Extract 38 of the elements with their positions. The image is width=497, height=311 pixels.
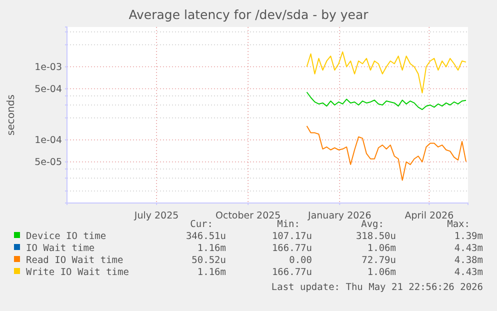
y-tick-label: 1e-04	[34, 134, 62, 146]
chart-title: Average latency for /dev/sda - by year	[128, 7, 370, 22]
text: 1.16m	[197, 243, 226, 254]
x-tick-label: April 2026	[404, 210, 454, 222]
text: 1.39m	[454, 231, 484, 242]
legend-label: Write IO Wait time	[26, 267, 130, 278]
text: 1.06m	[367, 267, 396, 278]
line-series	[306, 51, 467, 94]
text: 4.43m	[454, 243, 484, 254]
text: Max:	[447, 219, 470, 230]
legend-label: Device IO time	[26, 231, 106, 242]
text: 166.77u	[272, 243, 312, 254]
text: 166.77u	[272, 267, 312, 278]
text: 318.50u	[356, 231, 396, 242]
line-series	[306, 125, 467, 181]
line-series	[306, 92, 467, 110]
text: 346.51u	[186, 231, 226, 242]
legend-label: Read IO Wait time	[26, 255, 124, 266]
text: Avg:	[361, 219, 384, 230]
legend-label: IO Wait time	[26, 243, 95, 254]
x-tick-label: October 2025	[215, 210, 281, 222]
text: 0.00	[289, 255, 312, 266]
y-axis-title: seconds	[6, 94, 17, 136]
text: Cur:	[190, 219, 213, 230]
text: Last update: Thu May 21 22:56:26 2026	[271, 282, 484, 293]
text: Min:	[277, 219, 300, 230]
text: 4.43m	[454, 267, 484, 278]
y-tick-label: 5e-05	[34, 156, 62, 168]
text: 107.17u	[272, 231, 312, 242]
x-tick-label: January 2026	[307, 210, 372, 222]
y-tick-label: 1e-03	[34, 62, 62, 73]
x-tick-label: July 2025	[133, 210, 179, 222]
y-tick-label: 5e-04	[34, 84, 62, 95]
text: 1.06m	[367, 243, 396, 254]
text: 4.38m	[454, 255, 484, 266]
text: 50.52u	[192, 255, 226, 266]
text: 1.16m	[197, 267, 226, 278]
text: 72.79u	[362, 255, 396, 266]
